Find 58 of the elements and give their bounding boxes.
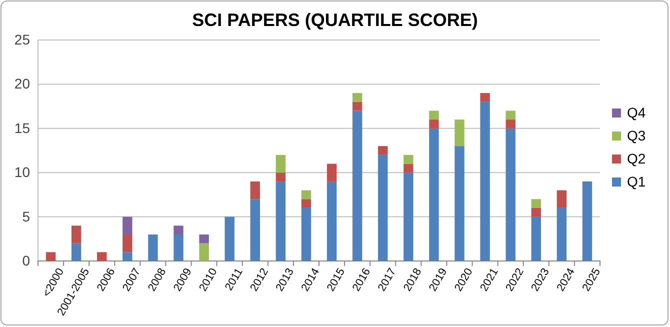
- y-tick-label: 0: [22, 252, 30, 268]
- bar: [174, 226, 184, 234]
- bar: [531, 208, 541, 217]
- bar: [352, 102, 362, 111]
- bar: [250, 181, 260, 200]
- bar: [326, 164, 337, 182]
- bar: [506, 128, 516, 261]
- bar: [352, 110, 362, 261]
- bar: [71, 243, 82, 261]
- bar: [148, 234, 158, 261]
- bar: [454, 146, 464, 261]
- y-tick-label: 15: [14, 120, 30, 136]
- y-tick-label: 25: [14, 31, 30, 48]
- y-tick-label: 5: [22, 208, 30, 224]
- bar: [582, 181, 592, 261]
- bar: [531, 199, 541, 208]
- bar: [46, 252, 56, 261]
- bar: [71, 226, 82, 244]
- chart-title: SCI PAPERS (QUARTILE SCORE): [192, 10, 478, 30]
- bar: [556, 208, 567, 261]
- bar: [199, 234, 209, 244]
- bar: [352, 93, 362, 102]
- bar: [454, 120, 464, 146]
- bar: [506, 120, 516, 128]
- bar: [429, 110, 439, 120]
- bar: [531, 216, 541, 261]
- bar: [250, 199, 260, 261]
- bar: [378, 154, 388, 261]
- bar: [404, 164, 414, 173]
- bar: [199, 243, 209, 261]
- bar: [122, 216, 132, 234]
- bar: [326, 181, 337, 261]
- bar: [404, 172, 414, 261]
- bar: [174, 234, 184, 261]
- y-tick-label: 10: [14, 164, 30, 180]
- legend-label: Q3: [627, 128, 646, 144]
- y-tick-label: 20: [14, 76, 30, 92]
- bar: [301, 208, 312, 261]
- bar: [276, 172, 286, 182]
- bar: [404, 154, 414, 164]
- bar: [429, 128, 439, 261]
- bar: [276, 154, 286, 173]
- bar: [480, 93, 490, 102]
- bar: [224, 216, 234, 261]
- bar: [97, 252, 107, 261]
- bar: [429, 120, 439, 128]
- legend-label: Q1: [627, 174, 646, 190]
- bar: [506, 110, 516, 120]
- bar: [301, 190, 312, 200]
- bar: [556, 190, 567, 208]
- legend-label: Q2: [627, 150, 646, 166]
- legend-label: Q4: [627, 104, 646, 120]
- bar: [480, 102, 490, 261]
- bar: [378, 146, 388, 155]
- bar: [301, 199, 312, 208]
- bar: [276, 181, 286, 261]
- bar: [122, 252, 132, 261]
- bar: [122, 234, 132, 252]
